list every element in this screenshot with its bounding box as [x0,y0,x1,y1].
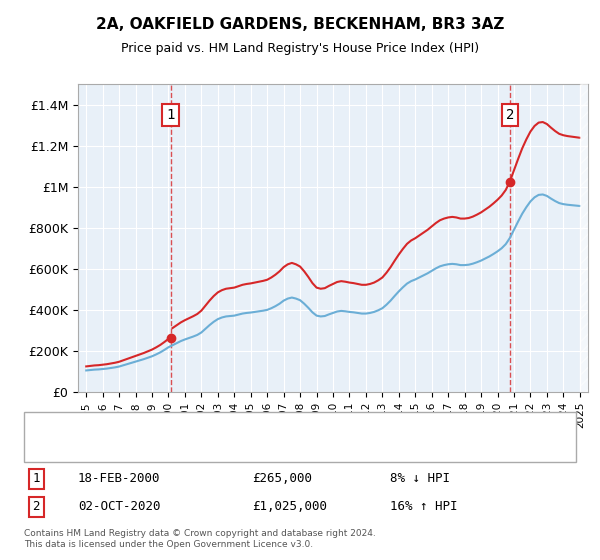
Text: £265,000: £265,000 [252,472,312,486]
Text: 2: 2 [32,500,40,514]
Text: 8% ↓ HPI: 8% ↓ HPI [390,472,450,486]
Text: 2: 2 [506,108,514,122]
Bar [580,84,588,392]
Text: £1,025,000: £1,025,000 [252,500,327,514]
Text: 16% ↑ HPI: 16% ↑ HPI [390,500,458,514]
Text: HPI: Average price, detached house, Bromley: HPI: Average price, detached house, Brom… [66,445,319,454]
Text: 1: 1 [166,108,175,122]
Text: 2A, OAKFIELD GARDENS, BECKENHAM, BR3 3AZ (detached house): 2A, OAKFIELD GARDENS, BECKENHAM, BR3 3AZ… [66,422,436,432]
Text: 18-FEB-2000: 18-FEB-2000 [78,472,161,486]
Text: 1: 1 [32,472,40,486]
Text: 02-OCT-2020: 02-OCT-2020 [78,500,161,514]
Text: 2A, OAKFIELD GARDENS, BECKENHAM, BR3 3AZ: 2A, OAKFIELD GARDENS, BECKENHAM, BR3 3AZ [96,17,504,32]
Text: Contains HM Land Registry data © Crown copyright and database right 2024.
This d: Contains HM Land Registry data © Crown c… [24,529,376,549]
Text: Price paid vs. HM Land Registry's House Price Index (HPI): Price paid vs. HM Land Registry's House … [121,42,479,55]
